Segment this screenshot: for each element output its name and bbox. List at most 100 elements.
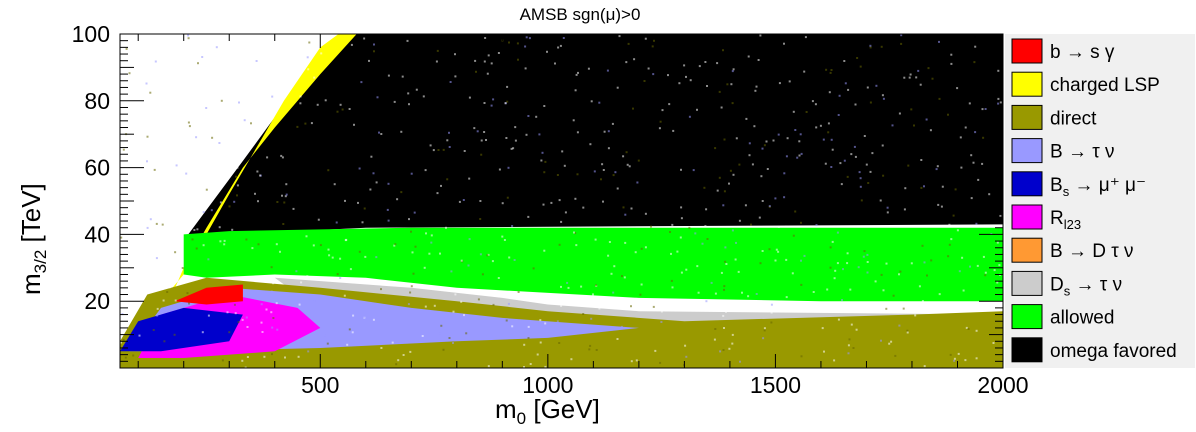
scatter-point	[205, 107, 208, 109]
scatter-point	[411, 251, 414, 254]
scatter-point	[688, 226, 691, 229]
scatter-point	[723, 138, 726, 141]
scatter-point	[155, 222, 158, 225]
scatter-point	[237, 321, 240, 324]
scatter-point	[755, 293, 758, 295]
scatter-point	[554, 62, 556, 65]
scatter-point	[777, 133, 780, 136]
scatter-point	[373, 50, 375, 53]
scatter-point	[463, 150, 466, 152]
scatter-point	[524, 67, 527, 70]
scatter-point	[729, 169, 732, 172]
scatter-point	[831, 148, 834, 151]
scatter-point	[748, 142, 751, 145]
scatter-point	[698, 65, 701, 68]
scatter-point	[598, 101, 601, 104]
y-axis-title-unit: [TeV]	[16, 183, 46, 249]
scatter-point	[542, 203, 545, 206]
scatter-point	[272, 282, 275, 285]
scatter-point	[506, 85, 509, 88]
scatter-point	[372, 172, 375, 175]
scatter-point	[187, 121, 190, 124]
scatter-point	[195, 247, 198, 250]
scatter-point	[523, 343, 526, 346]
x-axis: 500 1000 1500 2000	[137, 34, 1029, 398]
scatter-point	[187, 143, 190, 146]
scatter-point	[774, 197, 777, 200]
scatter-point	[480, 153, 483, 156]
scatter-point	[620, 325, 623, 328]
scatter-point	[768, 205, 771, 208]
scatter-point	[692, 169, 695, 172]
scatter-point	[799, 133, 802, 136]
scatter-point	[703, 186, 706, 189]
scatter-point	[729, 303, 732, 306]
scatter-point	[187, 34, 190, 37]
scatter-point	[669, 231, 671, 233]
scatter-point	[639, 293, 642, 296]
scatter-point	[271, 353, 273, 356]
scatter-point	[935, 168, 938, 171]
scatter-point	[219, 201, 222, 204]
scatter-point	[952, 214, 955, 217]
scatter-point	[954, 188, 957, 191]
scatter-point	[921, 300, 924, 303]
scatter-point	[680, 271, 683, 274]
scatter-point	[143, 224, 146, 227]
legend-label: direct	[1050, 108, 1097, 129]
scatter-point	[221, 359, 224, 362]
scatter-point	[837, 114, 840, 116]
scatter-point	[785, 155, 788, 158]
scatter-point	[710, 281, 713, 284]
scatter-point	[791, 272, 794, 275]
scatter-point	[785, 296, 788, 299]
scatter-point	[333, 183, 336, 186]
scatter-point	[823, 350, 825, 353]
scatter-point	[357, 201, 359, 204]
scatter-point	[570, 358, 573, 361]
scatter-point	[339, 277, 342, 279]
scatter-point	[490, 62, 493, 65]
scatter-point	[722, 349, 725, 351]
scatter-point	[143, 112, 146, 115]
scatter-point	[595, 284, 598, 287]
scatter-point	[539, 341, 542, 344]
scatter-point	[595, 349, 598, 351]
scatter-point	[601, 163, 604, 166]
scatter-point	[506, 100, 509, 103]
scatter-point	[580, 285, 583, 288]
scatter-point	[661, 109, 664, 112]
legend-item: omega favored	[1011, 337, 1177, 363]
scatter-point	[218, 226, 221, 229]
scatter-point	[281, 194, 283, 197]
scatter-point	[358, 250, 361, 253]
scatter-point	[667, 74, 669, 77]
scatter-point	[162, 299, 165, 302]
scatter-point	[280, 154, 283, 157]
scatter-point	[400, 130, 403, 133]
scatter-point	[184, 94, 187, 97]
scatter-point	[926, 274, 928, 277]
scatter-point	[902, 307, 905, 310]
scatter-point	[633, 58, 636, 61]
scatter-point	[804, 36, 807, 39]
scatter-point	[535, 115, 538, 118]
scatter-point	[974, 131, 977, 134]
scatter-point	[257, 200, 259, 203]
scatter-point	[304, 122, 307, 125]
scatter-point	[448, 337, 451, 339]
scatter-point	[454, 75, 457, 78]
scatter-point	[138, 109, 140, 112]
scatter-point	[173, 333, 176, 336]
scatter-point	[573, 231, 575, 234]
scatter-point	[923, 261, 926, 264]
scatter-point	[775, 248, 778, 251]
scatter-point	[279, 250, 281, 253]
y-tick-label: 60	[84, 155, 110, 181]
scatter-point	[241, 359, 244, 362]
legend-label: allowed	[1050, 308, 1114, 329]
scatter-point	[840, 183, 843, 186]
scatter-point	[324, 334, 327, 337]
scatter-point	[765, 140, 768, 143]
scatter-point	[193, 229, 196, 231]
